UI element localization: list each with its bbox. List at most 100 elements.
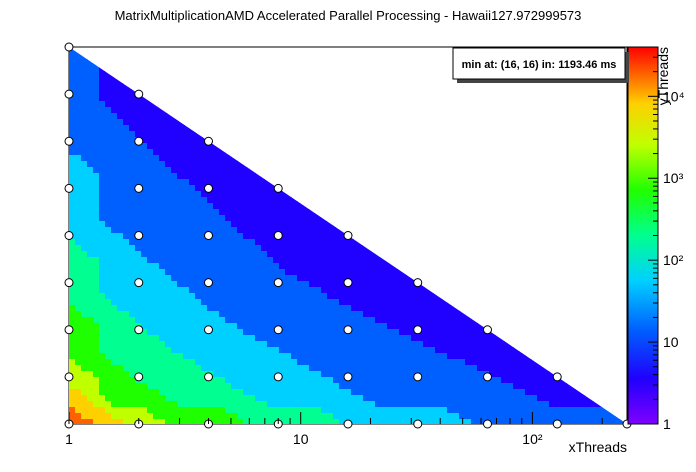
heat-cell [297, 401, 304, 408]
heat-cell [183, 155, 190, 162]
heat-cell [291, 395, 298, 402]
heat-cell [435, 383, 442, 390]
heat-cell [327, 389, 334, 396]
heat-cell [237, 335, 244, 342]
heat-cell [99, 287, 106, 294]
heat-cell [357, 371, 364, 378]
heat-cell [465, 407, 472, 414]
heat-cell [231, 209, 238, 216]
heat-cell [483, 365, 490, 372]
heat-cell [87, 419, 94, 424]
heat-cell [153, 323, 160, 330]
heat-cell [183, 275, 190, 282]
heat-cell [117, 245, 124, 252]
heat-cell [153, 389, 160, 396]
heat-cell [111, 269, 118, 276]
heat-cell [123, 191, 130, 198]
heat-cell [501, 371, 508, 378]
heat-cell [243, 269, 250, 276]
heat-cell [165, 293, 172, 300]
heat-cell [303, 371, 310, 378]
heat-cell [189, 389, 196, 396]
heat-cell [417, 341, 424, 348]
heat-cell [357, 407, 364, 414]
heat-cell [81, 395, 88, 402]
heat-cell [327, 233, 334, 240]
heat-cell [135, 197, 142, 204]
heat-cell [393, 401, 400, 408]
heat-cell [441, 317, 448, 324]
heat-cell [201, 407, 208, 414]
heat-cell [195, 317, 202, 324]
heat-cell [87, 167, 94, 174]
heat-cell [273, 209, 280, 216]
heat-cell [297, 293, 304, 300]
heat-cell [159, 263, 166, 270]
heat-cell [351, 413, 358, 420]
heat-cell [423, 365, 430, 372]
heat-cell [147, 209, 154, 216]
heat-cell [225, 221, 232, 228]
heat-cell [69, 227, 76, 234]
heat-cell [165, 275, 172, 282]
heat-cell [339, 413, 346, 420]
heat-cell [183, 167, 190, 174]
heat-cell [147, 347, 154, 354]
heat-cell [447, 305, 454, 312]
heat-cell [201, 383, 208, 390]
heat-cell [93, 365, 100, 372]
heat-cell [249, 287, 256, 294]
heat-cell [87, 155, 94, 162]
heat-cell [249, 209, 256, 216]
heat-cell [237, 281, 244, 288]
heat-cell [501, 413, 508, 420]
heat-cell [159, 371, 166, 378]
heat-cell [75, 143, 82, 150]
heat-cell [207, 413, 214, 420]
heat-cell [279, 389, 286, 396]
heat-cell [105, 329, 112, 336]
heat-cell [225, 419, 232, 424]
heat-cell [279, 335, 286, 342]
heat-cell [147, 233, 154, 240]
heat-cell [201, 395, 208, 402]
heat-cell [219, 173, 226, 180]
heat-cell [237, 395, 244, 402]
heat-cell [75, 413, 82, 420]
heat-cell [81, 335, 88, 342]
heat-cell [123, 245, 130, 252]
heat-cell [513, 371, 520, 378]
heat-cell [435, 341, 442, 348]
heat-cell [183, 293, 190, 300]
heat-cell [351, 323, 358, 330]
heat-cell [165, 221, 172, 228]
heat-cell [411, 383, 418, 390]
heat-cell [111, 155, 118, 162]
heat-cell [129, 113, 136, 120]
heat-cell [69, 257, 76, 264]
heat-cell [423, 413, 430, 420]
heat-cell [111, 143, 118, 150]
heat-cell [495, 377, 502, 384]
heat-cell [363, 401, 370, 408]
heat-cell [135, 191, 142, 198]
heat-cell [495, 347, 502, 354]
heat-cell [309, 377, 316, 384]
heat-cell [141, 389, 148, 396]
heat-cell [201, 275, 208, 282]
heat-cell [75, 197, 82, 204]
heat-cell [339, 323, 346, 330]
heat-cell [213, 359, 220, 366]
heat-cell [369, 257, 376, 264]
heat-cell [363, 269, 370, 276]
heat-cell [123, 383, 130, 390]
heat-cell [99, 383, 106, 390]
heat-cell [273, 359, 280, 366]
heat-cell [147, 299, 154, 306]
heat-cell [321, 281, 328, 288]
heat-cell [303, 251, 310, 258]
heat-cell [105, 125, 112, 132]
heat-cell [309, 341, 316, 348]
heat-cell [129, 149, 136, 156]
heat-cell [387, 329, 394, 336]
